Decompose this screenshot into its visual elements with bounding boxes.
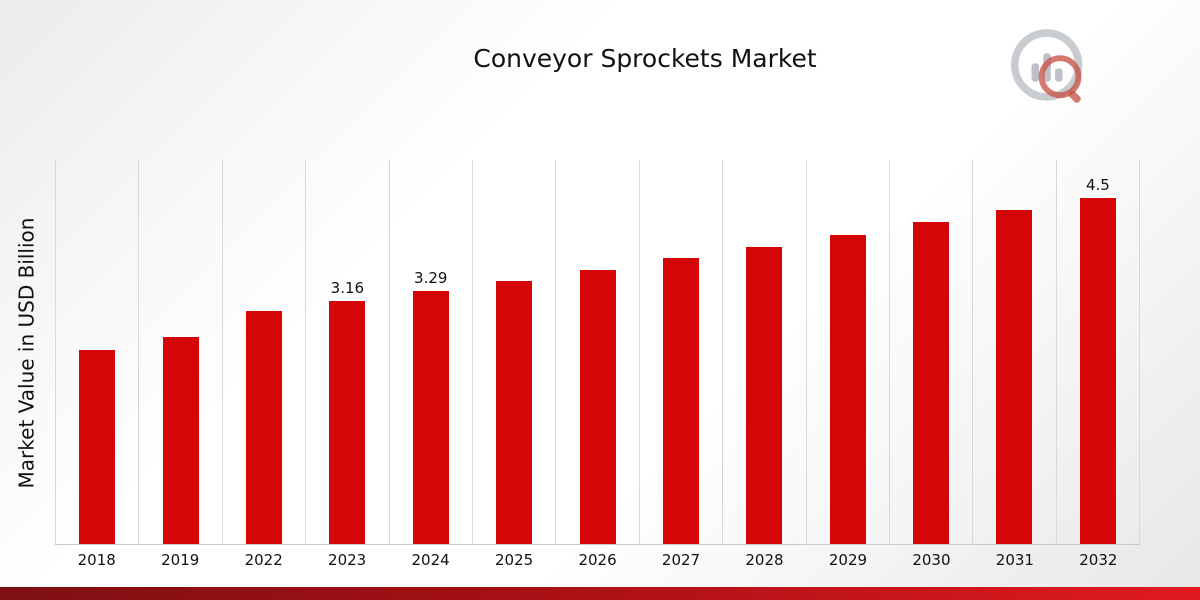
plot-area: 3.16 3.29 4.5 <box>55 160 1141 545</box>
y-axis-label-container: Market Value in USD Billion <box>0 160 52 545</box>
x-tick-label-2023: 2023 <box>328 551 367 569</box>
x-tick-label-2030: 2030 <box>912 551 951 569</box>
bar-2029 <box>829 234 866 544</box>
bar-column-2032: 4.5 <box>1057 160 1141 544</box>
footer-strip <box>0 587 1200 600</box>
x-tick-label-2025: 2025 <box>494 551 534 569</box>
bar-column-2023: 3.16 <box>306 160 390 544</box>
bar-column-2026 <box>556 160 640 544</box>
bar-2018 <box>79 350 116 544</box>
x-tick-label-2022: 2022 <box>244 551 283 569</box>
bar-2025 <box>496 280 533 544</box>
bar-column-2028 <box>723 160 807 544</box>
bar-2019 <box>162 336 199 544</box>
bar-2030 <box>913 222 950 544</box>
bar-2026 <box>579 269 616 544</box>
bar-2023 <box>329 301 366 544</box>
x-tick-label-2032: 2032 <box>1079 551 1118 569</box>
bar-column-2024: 3.29 <box>390 160 473 544</box>
bar-column-2030 <box>890 160 974 544</box>
bar-2024 <box>412 291 449 544</box>
bar-2031 <box>996 209 1033 544</box>
x-tick-label-2031: 2031 <box>995 551 1034 569</box>
bar-column-2029 <box>807 160 890 544</box>
bar-column-2025 <box>473 160 557 544</box>
bar-2032 <box>1079 198 1116 544</box>
y-axis-label: Market Value in USD Billion <box>14 217 38 488</box>
x-tick-label-2019: 2019 <box>161 551 200 569</box>
x-tick-label-2026: 2026 <box>578 551 617 569</box>
bar-2028 <box>746 246 783 544</box>
data-label-2024: 3.29 <box>414 269 448 288</box>
bar-column-2022 <box>223 160 307 544</box>
x-tick-label-2028: 2028 <box>745 551 784 569</box>
bar-2022 <box>245 311 282 544</box>
bar-column-2019 <box>139 160 223 544</box>
brand-logo-icon <box>1008 28 1092 112</box>
data-label-2032: 4.5 <box>1085 176 1110 195</box>
x-axis: 2018 2019 2022 2023 2024 2025 2026 2027 2028 2029… <box>55 551 1140 569</box>
bar-column-2018 <box>55 160 140 544</box>
data-label-2023: 3.16 <box>330 279 365 298</box>
bar-column-2027 <box>640 160 724 544</box>
x-tick-label-2027: 2027 <box>661 551 701 569</box>
chart-title: Conveyor Sprockets Market <box>473 44 817 73</box>
x-tick-label-2024: 2024 <box>411 551 450 569</box>
bar-2027 <box>662 258 699 544</box>
x-tick-label-2018: 2018 <box>77 551 116 569</box>
x-tick-label-2029: 2029 <box>828 551 868 569</box>
bar-column-2031 <box>973 160 1057 544</box>
